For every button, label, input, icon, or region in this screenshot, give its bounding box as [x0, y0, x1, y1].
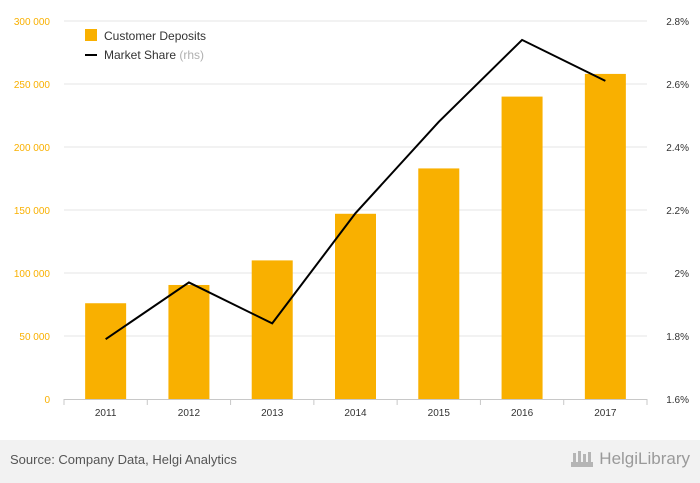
x-tick-label: 2012: [178, 408, 201, 419]
legend-label-market-share: Market Share (rhs): [104, 48, 204, 62]
footer: Source: Company Data, Helgi Analytics He…: [0, 440, 700, 483]
x-tick-label: 2011: [95, 408, 117, 419]
y-right-tick-label: 2%: [675, 269, 690, 280]
y-right-tick-label: 2.8%: [666, 17, 689, 28]
legend-label-suffix: (rhs): [179, 48, 204, 62]
bar: [85, 303, 127, 399]
y-right-tick-label: 1.8%: [666, 332, 689, 343]
x-tick-label: 2014: [344, 408, 367, 419]
y-left-tick-label: 100 000: [14, 269, 51, 280]
y-right-tick-label: 2.6%: [666, 80, 689, 91]
chart: 0 50 000 100 000 150 000 200 000 250 000 300 0…: [14, 17, 690, 419]
bar: [251, 260, 293, 399]
y-right-tick-label: 2.4%: [666, 143, 689, 154]
y-right-tick-label: 1.6%: [666, 395, 689, 406]
y-left-tick-label: 250 000: [14, 80, 51, 91]
x-tick-label: 2015: [428, 408, 451, 419]
legend-label-deposits: Customer Deposits: [104, 29, 206, 43]
y-left-tick-label: 200 000: [14, 143, 51, 154]
x-tick-label: 2016: [511, 408, 534, 419]
bar: [418, 168, 460, 399]
bar: [584, 73, 626, 400]
brand-name: HelgiLibrary: [599, 449, 690, 468]
bar: [335, 213, 376, 399]
y-left-tick-label: 0: [44, 395, 50, 406]
bar: [168, 284, 210, 399]
x-tick-label: 2013: [261, 408, 284, 419]
bar: [501, 96, 543, 399]
x-tick-label: 2017: [594, 408, 617, 419]
y-left-tick-label: 150 000: [14, 206, 51, 217]
source-note: Source: Company Data, Helgi Analytics: [10, 452, 237, 467]
library-icon: [571, 451, 594, 467]
y-left-tick-label: 50 000: [19, 332, 50, 343]
y-right-tick-label: 2.2%: [666, 206, 689, 217]
legend-label-text: Market Share: [104, 48, 179, 62]
brand-logo: HelgiLibrary: [569, 448, 690, 470]
market-share-line: [105, 38, 606, 340]
y-left-tick-label: 300 000: [14, 17, 51, 28]
legend-swatch-deposits: [85, 29, 97, 41]
